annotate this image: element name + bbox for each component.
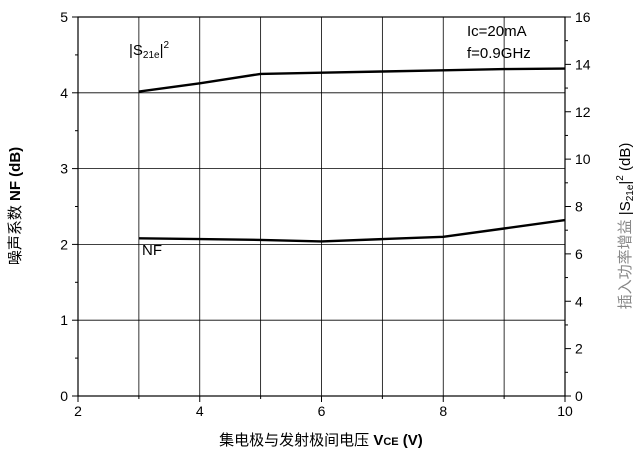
nf-series-label: NF (142, 242, 162, 259)
s21e-series-label-sup: 2 (164, 40, 170, 51)
y-left-tick-label: 4 (60, 85, 68, 101)
y-right-axis-title-s: |S (617, 201, 634, 215)
y-left-tick-label: 0 (60, 388, 68, 404)
y-left-tick-label: 5 (60, 9, 68, 25)
y-right-tick-label: 16 (575, 9, 591, 25)
s21e-series-label-pipe: | (160, 42, 164, 59)
y-right-tick-label: 6 (575, 246, 583, 262)
x-tick-label: 2 (74, 403, 82, 419)
x-axis-title: 集电极与发射极间电压 VCE (V) (219, 432, 423, 449)
y-right-axis-title-sup: 2 (615, 175, 626, 181)
y-left-tick-label: 1 (60, 312, 68, 328)
s21e-series-label-main: |S (129, 42, 143, 59)
x-axis-title-prefix: 集电极与发射极间电压 (219, 432, 373, 449)
s21e-series-label-sub: 21e (143, 50, 160, 61)
y-right-axis-title: 插入功率增益 |S21e|2 (dB) (615, 143, 636, 310)
series-lines (138, 67, 566, 243)
x-tick-label: 8 (439, 403, 447, 419)
y-right-axis-title-prefix: 插入功率增益 (617, 215, 634, 309)
annotation-frequency: f=0.9GHz (467, 45, 531, 62)
s21e-series-line (138, 67, 566, 93)
y-left-axis-title-bold: NF (7, 181, 24, 201)
s21e-series-label: |S21e|2 (129, 40, 170, 61)
y-right-tick-label: 4 (575, 293, 583, 309)
y-right-tick-label: 12 (575, 104, 591, 120)
y-right-tick-label: 8 (575, 199, 583, 215)
y-right-tick-label: 0 (575, 388, 583, 404)
annotation-ic: Ic=20mA (467, 23, 527, 40)
x-axis-title-symbol: V (373, 432, 383, 449)
y-left-axis-title-prefix: 噪声系数 (6, 201, 24, 265)
y-right-axis-title-suffix: (dB) (617, 143, 634, 176)
nf-series-line (138, 218, 566, 243)
x-axis-title-suffix: (V) (399, 432, 423, 449)
x-tick-label: 10 (557, 403, 573, 419)
x-tick-label: 4 (196, 403, 204, 419)
y-left-axis-title-suffix: (dB) (7, 147, 24, 181)
y-left-axis-title: 噪声系数 NF (dB) (6, 147, 24, 265)
y-right-axis-title-pipe: | (617, 181, 634, 185)
grid-lines (78, 17, 565, 396)
y-right-tick-label: 2 (575, 341, 583, 357)
x-axis-title-subscript: CE (383, 436, 398, 448)
y-right-tick-label: 10 (575, 151, 591, 167)
y-left-tick-label: 3 (60, 161, 68, 177)
y-right-tick-label: 14 (575, 56, 591, 72)
y-left-tick-label: 2 (60, 236, 68, 252)
x-tick-label: 6 (318, 403, 326, 419)
y-right-axis-title-sub: 21e (625, 184, 636, 201)
